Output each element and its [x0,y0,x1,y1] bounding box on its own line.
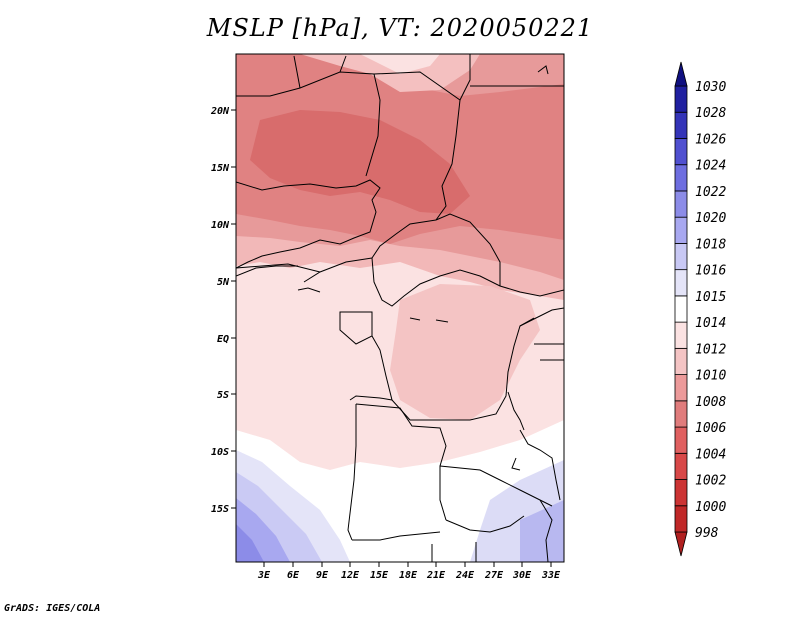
x-tick-label: 21E [426,570,446,581]
country-borders [236,54,564,562]
colorbar-segment [674,111,688,139]
field-sahara-1012 [360,54,440,74]
x-tick-label: 18E [399,570,418,581]
field-se-1018 [520,500,564,562]
grads-credit: GrADS: IGES/COLA [4,603,101,614]
colorbar-segment [674,243,688,271]
colorbar-segment [674,374,688,402]
colorbar-label: 1030 [695,80,726,95]
colorbar-label: 1018 [695,237,726,252]
y-tick-label: 20N [210,106,230,117]
colorbar-label: 1012 [695,342,726,357]
x-tick-label: 33E [541,570,561,581]
x-tick-label: 12E [341,570,360,581]
colorbar-label: 1026 [695,132,726,147]
colorbar-label: 1006 [695,421,726,436]
x-tick-label: 24E [455,570,475,581]
colorbar-label: 1014 [695,316,726,331]
map-title: MSLP [hPa], VT: 2020050221 [206,14,594,42]
y-tick-label: 15S [211,504,229,515]
x-tick-label: 9E [316,570,329,581]
field-1004 [250,110,470,214]
field-south-1022 [236,524,264,562]
colorbar-segment [674,216,688,244]
x-tick-label: 3E [257,570,271,581]
colorbar-label: 1016 [695,264,726,279]
map-frame [235,53,565,563]
colorbar-segment [674,452,688,480]
colorbar-segment [674,479,688,507]
y-tick-label: 10N [211,220,230,231]
x-tick-label: 30E [512,570,532,581]
colorbar-segment [674,138,688,166]
colorbar-label: 998 [695,526,719,541]
colorbar-segment [674,164,688,192]
colorbar-label: 1000 [695,500,726,515]
x-tick-label: 15E [370,570,389,581]
y-axis: 20N 15N 10N 5N EQ 5S 10S 15S [210,106,236,515]
colorbar-segment [674,321,688,349]
x-tick-label: 27E [484,570,504,581]
colorbar-label: 1015 [695,290,726,305]
colorbar-label: 1020 [695,211,726,226]
x-axis: 3E 6E 9E 12E 15E 18E 21E 24E 27E 30E 33E [257,562,561,581]
colorbar-label: 1008 [695,395,726,410]
colorbar-segment [674,85,688,113]
y-tick-label: 5S [217,390,229,401]
colorbar-label: 1010 [695,369,726,384]
y-tick-label: EQ [217,334,229,345]
colorbar-label: 1022 [695,185,726,200]
y-tick-label: 5N [217,277,230,288]
colorbar-label: 1024 [695,159,726,174]
colorbar-segment [674,269,688,297]
colorbar-label: 1002 [695,474,726,489]
y-tick-label: 10S [211,447,229,458]
y-tick-label: 15N [211,163,230,174]
colorbar-arrow-low [674,531,688,557]
pressure-field [236,54,564,562]
colorbar-segment [674,400,688,428]
colorbar-segment [674,505,688,533]
colorbar-segment [674,190,688,218]
colorbar-segment [674,426,688,454]
colorbar-label: 1004 [695,447,726,462]
colorbar-label: 1028 [695,106,726,121]
x-tick-label: 6E [287,570,300,581]
colorbar-arrow-high [674,61,688,87]
colorbar-segment [674,295,688,323]
colorbar: 998 1000 1002 1004 1006 1008 1010 1012 1014 1015 1… [674,61,726,557]
colorbar-segment [674,347,688,375]
field-congo-1010 [390,284,540,420]
